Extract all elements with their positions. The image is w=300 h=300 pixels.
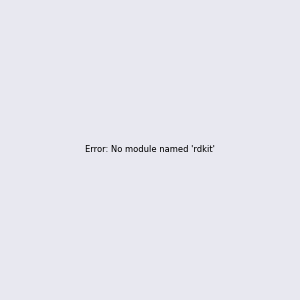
Text: Error: No module named 'rdkit': Error: No module named 'rdkit' xyxy=(85,146,215,154)
